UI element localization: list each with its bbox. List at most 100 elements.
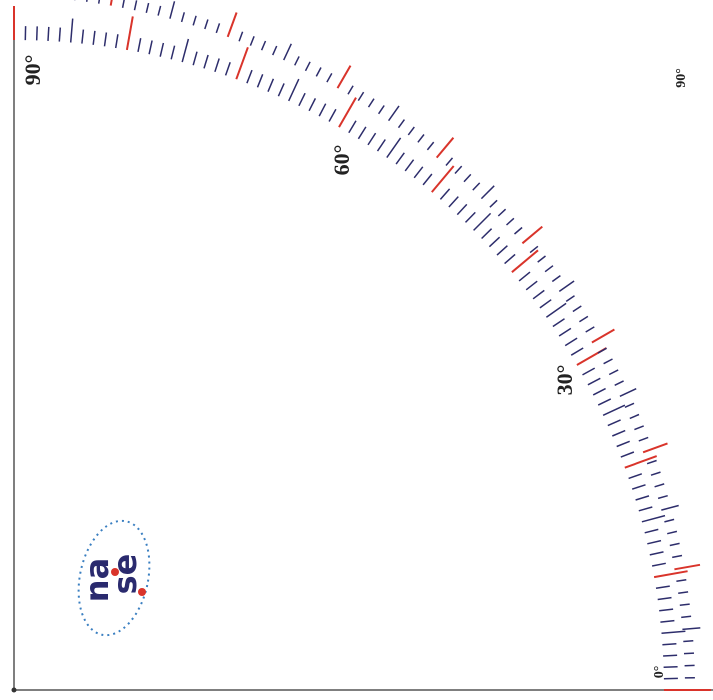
inner-tick-57 [367, 132, 377, 146]
inner-tick-50 [431, 165, 455, 193]
inner-tick-10 [653, 570, 688, 579]
inner-tick-18 [631, 484, 646, 490]
inner-tick-78 [148, 40, 153, 55]
outer-tick-45 [480, 185, 495, 200]
inner-tick-71 [224, 61, 231, 76]
inner-tick-61 [328, 108, 337, 122]
inner-tick-27 [592, 387, 606, 396]
inner-tick-22 [616, 440, 630, 448]
outer-tick-55 [387, 105, 400, 122]
inner-tick-29 [582, 367, 596, 376]
inner-tick-11 [651, 562, 666, 567]
outer-tick-46 [472, 182, 481, 191]
outer-tick-53 [407, 126, 415, 136]
outer-tick-13 [667, 530, 678, 535]
inner-tick-45 [473, 212, 492, 231]
outer-tick-3 [683, 652, 695, 655]
outer-tick-77 [145, 2, 150, 13]
inner-tick-6 [660, 619, 675, 623]
outer-tick-76 [157, 5, 162, 16]
inner-tick-2 [663, 666, 678, 669]
inner-tick-12 [649, 551, 664, 556]
inner-tick-67 [267, 78, 275, 92]
outer-tick-42 [505, 217, 515, 226]
label-90-deg: 90° [20, 55, 45, 86]
outer-tick-80 [109, 0, 113, 6]
outer-tick-79 [121, 0, 125, 8]
outer-tick-15 [661, 504, 679, 511]
outer-tick-44 [489, 199, 498, 208]
outer-tick-67 [260, 40, 267, 51]
inner-tick-48 [448, 196, 459, 208]
outer-tick-69 [238, 31, 244, 42]
inner-tick-81 [114, 34, 119, 49]
outer-tick-23 [629, 413, 640, 420]
inner-tick-59 [348, 120, 357, 134]
outer-tick-74 [180, 12, 186, 23]
inner-tick-3 [663, 654, 678, 657]
outer-tick-63 [304, 61, 311, 72]
outer-tick-82 [85, 0, 88, 2]
label-60-deg: 60° [329, 145, 354, 176]
inner-tick-58 [357, 126, 367, 140]
inner-tick-20 [624, 455, 658, 469]
label-outer-90-deg: 90° [674, 68, 689, 88]
inner-tick-47 [456, 203, 468, 216]
outer-tick-72 [204, 19, 209, 30]
inner-tick-24 [607, 419, 621, 427]
outer-tick-4 [683, 640, 694, 643]
outer-tick-43 [497, 208, 507, 217]
inner-tick-39 [518, 271, 531, 282]
inner-tick-66 [277, 83, 285, 97]
outer-tick-34 [565, 295, 575, 303]
nase-logo: na se [77, 519, 151, 637]
inner-tick-41 [504, 253, 516, 265]
outer-tick-48 [454, 165, 463, 175]
origin-point [11, 687, 17, 693]
outer-tick-65 [283, 43, 292, 61]
outer-tick-10 [674, 563, 701, 571]
outer-tick-11 [672, 554, 683, 559]
outer-tick-7 [679, 603, 690, 607]
inner-tick-55 [386, 137, 402, 159]
inner-tick-13 [647, 539, 662, 545]
inner-tick-79 [137, 38, 142, 53]
label-30-deg: 30° [552, 365, 577, 396]
inner-tick-4 [662, 642, 677, 646]
outer-tick-70 [226, 12, 238, 38]
inner-tick-36 [539, 299, 552, 309]
outer-tick-49 [445, 157, 454, 166]
inner-tick-5 [661, 630, 686, 635]
outer-tick-31 [585, 326, 595, 333]
outer-tick-56 [377, 105, 385, 115]
outer-tick-66 [272, 45, 278, 56]
outer-tick-14 [664, 518, 675, 523]
logo-red-dot-1 [111, 568, 119, 576]
inner-tick-37 [532, 289, 545, 300]
inner-tick-17 [635, 495, 650, 501]
outer-tick-16 [657, 494, 668, 500]
outer-tick-36 [551, 274, 561, 283]
inner-tick-68 [256, 74, 264, 88]
inner-tick-42 [496, 245, 508, 256]
inner-tick-26 [597, 398, 612, 406]
outer-tick-8 [678, 591, 689, 595]
outer-tick-37 [544, 265, 554, 273]
outer-tick-28 [603, 358, 613, 365]
outer-tick-29 [597, 347, 607, 354]
outer-tick-22 [634, 425, 644, 431]
inner-tick-46 [464, 211, 476, 223]
inner-tick-19 [628, 473, 643, 480]
outer-tick-20 [642, 442, 668, 454]
outer-tick-38 [537, 255, 546, 263]
outer-tick-71 [215, 23, 221, 34]
inner-tick-72 [214, 58, 220, 73]
inner-tick-70 [235, 46, 249, 80]
outer-tick-18 [650, 471, 661, 476]
outer-tick-21 [638, 436, 649, 442]
outer-tick-75 [169, 1, 176, 19]
inner-tick-52 [413, 166, 424, 179]
outer-tick-40 [521, 225, 543, 245]
outer-tick-52 [417, 134, 425, 143]
